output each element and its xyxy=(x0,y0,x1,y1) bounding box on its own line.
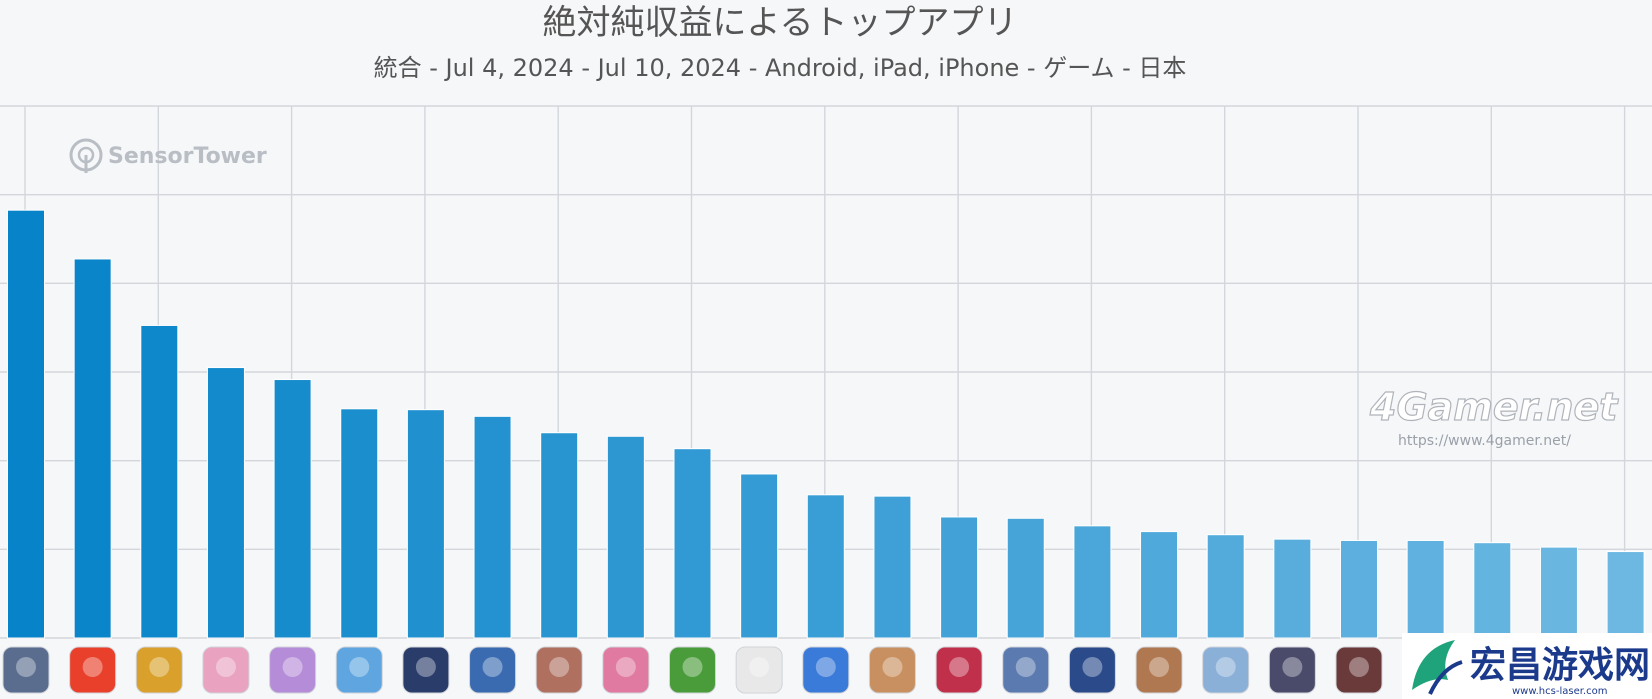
bar-9[interactable] xyxy=(540,432,579,639)
app-icon-13[interactable] xyxy=(802,646,850,694)
bar-7[interactable] xyxy=(406,409,445,639)
app-icon-20[interactable] xyxy=(1268,646,1316,694)
app-icon-2[interactable] xyxy=(69,646,117,694)
bar-3[interactable] xyxy=(140,324,179,639)
bar-10[interactable] xyxy=(606,435,645,639)
bar-11[interactable] xyxy=(673,448,712,639)
bar-23[interactable] xyxy=(1473,542,1512,639)
bar-2[interactable] xyxy=(73,258,112,639)
app-icon-8[interactable] xyxy=(469,646,517,694)
app-icon-16[interactable] xyxy=(1002,646,1050,694)
site-logo-text: 宏昌游戏网 xyxy=(1470,645,1650,686)
app-icon-14[interactable] xyxy=(868,646,916,694)
bar-5[interactable] xyxy=(273,379,312,639)
app-icon-15[interactable] xyxy=(935,646,983,694)
chart-title: 絶対純収益によるトップアプリ xyxy=(543,3,1018,43)
dragon-icon xyxy=(1412,640,1455,690)
bar-15[interactable] xyxy=(940,516,979,639)
site-logo-url: www.hcs-laser.com xyxy=(1512,686,1607,697)
app-icons xyxy=(2,646,1383,694)
sensor-tower-text: SensorTower xyxy=(108,144,267,169)
sensor-tower-logo: SensorTower xyxy=(69,138,267,173)
app-icon-5[interactable] xyxy=(269,646,317,694)
app-icon-9[interactable] xyxy=(535,646,583,694)
bar-16[interactable] xyxy=(1006,517,1045,639)
app-icon-21[interactable] xyxy=(1335,646,1383,694)
app-icon-6[interactable] xyxy=(335,646,383,694)
bar-1[interactable] xyxy=(7,209,45,639)
app-icon-3[interactable] xyxy=(135,646,183,694)
watermark-4gamer: 4Gamer.net https://www.4gamer.net/ xyxy=(1368,384,1619,449)
bar-25[interactable] xyxy=(1606,551,1645,639)
app-icon-19[interactable] xyxy=(1202,646,1250,694)
app-icon-18[interactable] xyxy=(1135,646,1183,694)
watermark-text: 4Gamer.net xyxy=(1369,385,1619,429)
chart-subtitle: 統合 - Jul 4, 2024 - Jul 10, 2024 - Androi… xyxy=(374,54,1187,82)
watermark-url: https://www.4gamer.net/ xyxy=(1398,433,1571,449)
app-icon-12[interactable] xyxy=(735,646,783,694)
bar-8[interactable] xyxy=(473,415,512,639)
bar-6[interactable] xyxy=(340,408,379,639)
app-icon-1[interactable] xyxy=(2,646,50,694)
app-icon-17[interactable] xyxy=(1068,646,1116,694)
bar-20[interactable] xyxy=(1273,538,1312,639)
site-logo: 宏昌游戏网 www.hcs-laser.com xyxy=(1402,633,1652,699)
bar-21[interactable] xyxy=(1340,539,1378,639)
bar-12[interactable] xyxy=(740,473,779,639)
bar-17[interactable] xyxy=(1073,525,1112,639)
app-icon-7[interactable] xyxy=(402,646,450,694)
bar-18[interactable] xyxy=(1140,531,1179,639)
bar-4[interactable] xyxy=(206,367,245,639)
bar-14[interactable] xyxy=(873,495,912,639)
bars xyxy=(7,209,1645,639)
app-icon-11[interactable] xyxy=(669,646,716,694)
bar-13[interactable] xyxy=(806,494,845,639)
app-icon-4[interactable] xyxy=(202,646,250,694)
bar-24[interactable] xyxy=(1539,546,1578,639)
app-icon-10[interactable] xyxy=(602,646,650,694)
bar-19[interactable] xyxy=(1206,534,1245,639)
bar-22[interactable] xyxy=(1406,539,1445,639)
